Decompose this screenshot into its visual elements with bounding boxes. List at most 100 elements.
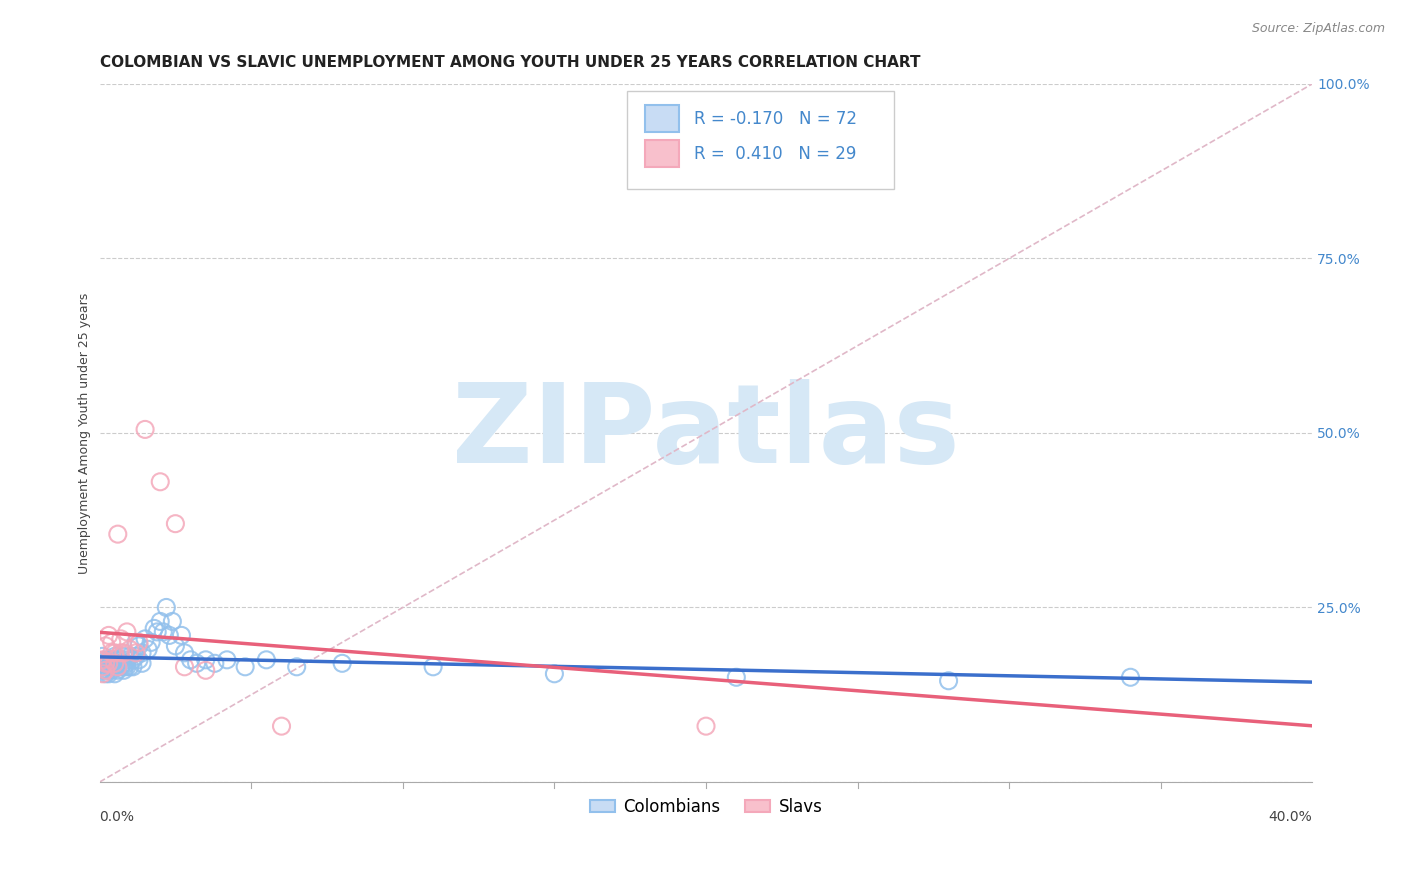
- Point: [122, 660, 145, 674]
- Point: [107, 653, 129, 667]
- Point: [94, 653, 117, 667]
- Point: [110, 660, 132, 674]
- Point: [107, 660, 129, 674]
- Point: [422, 660, 444, 674]
- Point: [131, 646, 153, 660]
- Point: [128, 635, 150, 649]
- Point: [97, 666, 120, 681]
- Point: [100, 663, 122, 677]
- Point: [104, 649, 127, 664]
- Point: [285, 660, 308, 674]
- Point: [112, 660, 135, 674]
- Point: [104, 666, 127, 681]
- Point: [115, 657, 138, 671]
- Point: [100, 653, 122, 667]
- Point: [104, 646, 127, 660]
- Point: [94, 660, 117, 674]
- Point: [125, 635, 148, 649]
- Point: [1119, 670, 1142, 684]
- Point: [100, 660, 122, 674]
- Point: [165, 516, 187, 531]
- Point: [141, 635, 163, 649]
- Point: [104, 657, 127, 671]
- Point: [543, 666, 565, 681]
- Point: [215, 653, 238, 667]
- Point: [110, 632, 132, 646]
- Point: [97, 663, 120, 677]
- Point: [118, 642, 141, 657]
- FancyBboxPatch shape: [627, 91, 894, 188]
- Point: [91, 660, 114, 674]
- Point: [125, 649, 148, 664]
- Point: [110, 660, 132, 674]
- Point: [100, 646, 122, 660]
- Point: [112, 663, 135, 677]
- Point: [155, 600, 177, 615]
- Point: [204, 657, 226, 671]
- Point: [233, 660, 256, 674]
- Point: [115, 624, 138, 639]
- Point: [94, 663, 117, 677]
- Point: [270, 719, 292, 733]
- Point: [94, 663, 117, 677]
- Text: COLOMBIAN VS SLAVIC UNEMPLOYMENT AMONG YOUTH UNDER 25 YEARS CORRELATION CHART: COLOMBIAN VS SLAVIC UNEMPLOYMENT AMONG Y…: [100, 55, 920, 70]
- Point: [104, 657, 127, 671]
- Point: [94, 666, 117, 681]
- Point: [91, 649, 114, 664]
- Point: [100, 657, 122, 671]
- Point: [91, 657, 114, 671]
- Point: [695, 719, 717, 733]
- Text: 0.0%: 0.0%: [100, 810, 135, 824]
- Point: [186, 657, 208, 671]
- Legend: Colombians, Slavs: Colombians, Slavs: [583, 791, 830, 822]
- Point: [97, 657, 120, 671]
- Point: [97, 628, 120, 642]
- Point: [725, 670, 748, 684]
- Point: [94, 657, 117, 671]
- Text: ZIPatlas: ZIPatlas: [453, 379, 960, 486]
- Point: [122, 653, 145, 667]
- Point: [110, 646, 132, 660]
- Point: [194, 663, 217, 677]
- Point: [110, 653, 132, 667]
- Point: [938, 673, 960, 688]
- Point: [112, 657, 135, 671]
- Point: [173, 660, 195, 674]
- Point: [173, 646, 195, 660]
- Point: [134, 632, 156, 646]
- Point: [112, 646, 135, 660]
- Point: [97, 653, 120, 667]
- Point: [170, 628, 193, 642]
- Point: [118, 649, 141, 664]
- Point: [125, 646, 148, 660]
- Point: [94, 639, 117, 653]
- Point: [152, 624, 174, 639]
- Point: [131, 657, 153, 671]
- Point: [330, 657, 353, 671]
- Point: [118, 660, 141, 674]
- Text: 40.0%: 40.0%: [1268, 810, 1312, 824]
- Text: R =  0.410   N = 29: R = 0.410 N = 29: [695, 145, 856, 162]
- Point: [115, 660, 138, 674]
- Point: [162, 615, 184, 629]
- Point: [134, 422, 156, 436]
- Point: [180, 653, 202, 667]
- Point: [149, 475, 172, 489]
- Point: [115, 653, 138, 667]
- Point: [149, 615, 172, 629]
- Point: [104, 653, 127, 667]
- Point: [146, 624, 169, 639]
- Point: [104, 660, 127, 674]
- Point: [107, 527, 129, 541]
- Point: [97, 660, 120, 674]
- Point: [112, 649, 135, 664]
- FancyBboxPatch shape: [645, 105, 679, 132]
- Point: [91, 663, 114, 677]
- Point: [165, 639, 187, 653]
- Point: [107, 657, 129, 671]
- Point: [136, 642, 159, 657]
- Point: [254, 653, 277, 667]
- Point: [194, 653, 217, 667]
- Text: Source: ZipAtlas.com: Source: ZipAtlas.com: [1251, 22, 1385, 36]
- Point: [128, 653, 150, 667]
